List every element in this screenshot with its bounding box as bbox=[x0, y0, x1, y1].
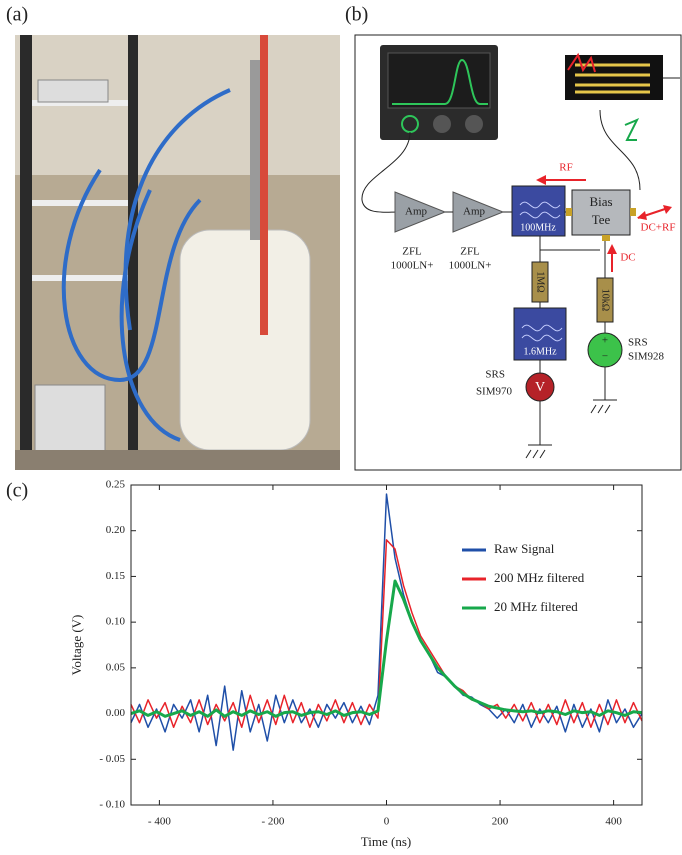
amp-model: ZFL bbox=[460, 246, 480, 258]
amp-model: 1000LN+ bbox=[449, 260, 492, 272]
y-tick-label: 0.00 bbox=[106, 707, 126, 719]
y-tick-label: 0.05 bbox=[106, 661, 126, 673]
x-tick-label: 200 bbox=[492, 816, 509, 828]
legend-label: 200 MHz filtered bbox=[494, 570, 585, 585]
dc-rf-label: DC+RF bbox=[641, 222, 676, 234]
voltmeter-symbol: V bbox=[535, 380, 545, 395]
y-tick-label: 0.15 bbox=[106, 570, 126, 582]
voltmeter-name: SIM970 bbox=[476, 386, 513, 398]
amp-label: Amp bbox=[463, 206, 486, 218]
panel-label: (b) bbox=[345, 4, 368, 26]
amp-label: Amp bbox=[405, 206, 428, 218]
x-tick-label: - 400 bbox=[148, 816, 171, 828]
source-plus: + bbox=[602, 335, 608, 347]
filter-label: 1.6MHz bbox=[523, 346, 557, 357]
rf-label: RF bbox=[559, 162, 572, 174]
y-axis-label: Voltage (V) bbox=[69, 615, 84, 676]
bias-tee-label: Tee bbox=[592, 212, 611, 227]
y-tick-label: - 0.10 bbox=[99, 799, 125, 811]
x-tick-label: - 200 bbox=[261, 816, 284, 828]
source-minus: − bbox=[602, 351, 608, 363]
series-line bbox=[130, 539, 643, 729]
y-tick-label: 0.10 bbox=[106, 616, 126, 628]
series-line bbox=[130, 579, 643, 718]
x-tick-label: 0 bbox=[384, 816, 390, 828]
filter-label: 100MHz bbox=[520, 222, 556, 233]
y-tick-label: 0.20 bbox=[106, 524, 126, 536]
voltmeter-name: SRS bbox=[485, 369, 505, 381]
circuit-diagram: Amp Amp ZFL 1000LN+ ZFL 1000LN+ 100MHz B… bbox=[354, 34, 682, 471]
x-tick-label: 400 bbox=[605, 816, 622, 828]
bias-tee-label: Bias bbox=[589, 194, 612, 209]
series-line bbox=[130, 493, 643, 751]
legend-label: 20 MHz filtered bbox=[494, 599, 578, 614]
resistor-label: 10kΩ bbox=[600, 289, 611, 311]
dc-label: DC bbox=[620, 252, 635, 264]
chart: Time (ns) Voltage (V) - 0.10 - 0.05 0.00 0.… bbox=[69, 479, 643, 849]
plot-frame bbox=[130, 484, 643, 806]
photo bbox=[15, 35, 340, 470]
panel-label: (a) bbox=[6, 4, 28, 26]
resistor-label: 1MΩ bbox=[535, 271, 546, 292]
y-tick-label: - 0.05 bbox=[99, 753, 125, 765]
source-name: SRS bbox=[628, 337, 648, 349]
legend-label: Raw Signal bbox=[494, 541, 555, 556]
panel-label: (c) bbox=[6, 480, 28, 502]
x-axis-label: Time (ns) bbox=[361, 834, 411, 849]
source-name: SIM928 bbox=[628, 351, 665, 363]
y-tick-label: 0.25 bbox=[106, 479, 126, 491]
amp-model: ZFL bbox=[402, 246, 422, 258]
amp-model: 1000LN+ bbox=[391, 260, 434, 272]
